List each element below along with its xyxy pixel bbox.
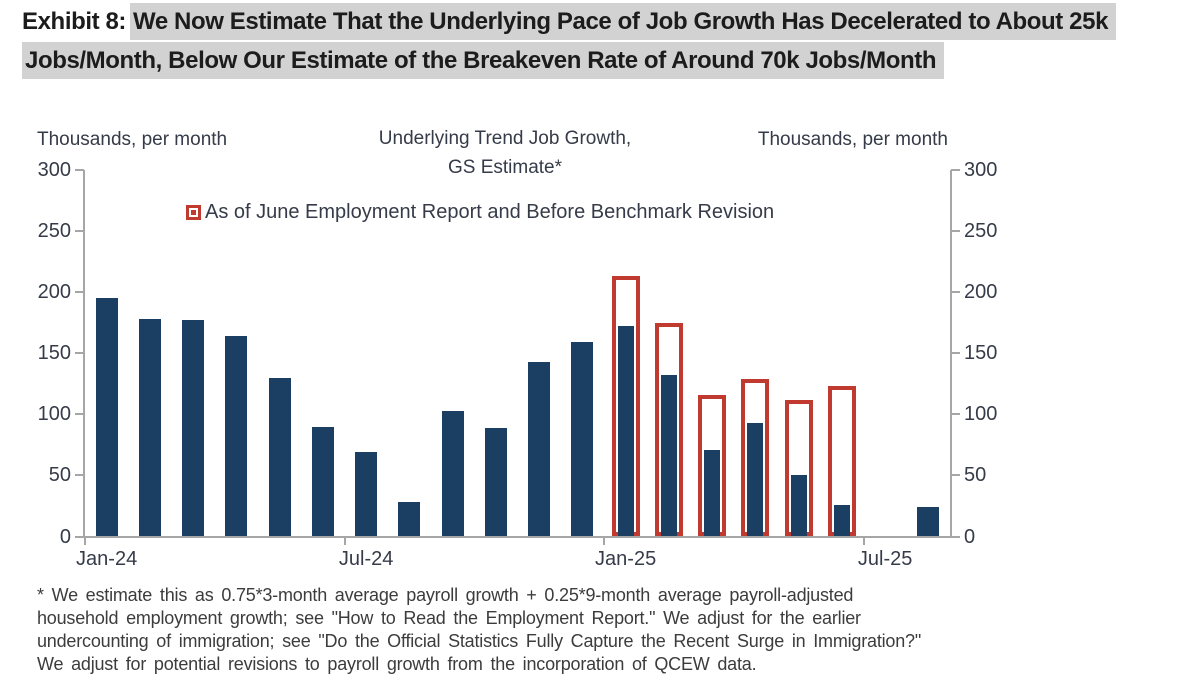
y-tick-right-50 xyxy=(951,474,960,477)
bar-Apr-24 xyxy=(225,336,248,537)
bar-Nov-24 xyxy=(528,361,551,537)
bar-Aug-24 xyxy=(398,502,421,537)
y-tick-left-100 xyxy=(75,413,84,416)
x-label-Jan-25: Jan-25 xyxy=(595,547,657,570)
y-tick-right-0 xyxy=(951,535,960,538)
y-tick-left-200 xyxy=(75,291,84,294)
y-label-right-150: 150 xyxy=(964,342,998,365)
bar-May-25 xyxy=(790,475,807,537)
headline-row-1: Exhibit 8: We Now Estimate That the Under… xyxy=(22,2,1200,41)
footnote-line-4: We adjust for potential revisions to pay… xyxy=(37,654,757,674)
y-tick-right-150 xyxy=(951,352,960,355)
x-tick-Jan-25 xyxy=(603,536,605,545)
bar-Mar-24 xyxy=(182,320,205,537)
y-tick-left-0 xyxy=(75,535,84,538)
legend-outline-marker xyxy=(186,205,201,220)
y-label-left-150: 150 xyxy=(37,342,71,365)
bar-Dec-24 xyxy=(571,342,594,537)
bar-Jan-25 xyxy=(617,326,634,537)
y-label-left-50: 50 xyxy=(48,464,71,487)
y-tick-right-200 xyxy=(951,291,960,294)
y-label-right-250: 250 xyxy=(964,220,998,243)
y-axis-right xyxy=(949,170,952,537)
y-label-right-0: 0 xyxy=(964,525,976,548)
bar-Jul-24 xyxy=(355,452,378,537)
bar-Aug-25 xyxy=(917,507,940,537)
headline-line1: We Now Estimate That the Underlying Pace… xyxy=(130,3,1117,40)
chart-title: Underlying Trend Job Growth, GS Estimate… xyxy=(275,124,735,182)
y-label-left-250: 250 xyxy=(37,220,71,243)
x-tick-Jan-24 xyxy=(84,536,86,545)
footnote-line-2: household employment growth; see "How to… xyxy=(37,608,861,628)
exhibit-header: Exhibit 8: We Now Estimate That the Under… xyxy=(22,2,1200,80)
legend-label: As of June Employment Report and Before … xyxy=(205,201,775,223)
y-tick-right-250 xyxy=(951,230,960,233)
y-tick-left-150 xyxy=(75,352,84,355)
y-label-left-300: 300 xyxy=(37,159,71,181)
chart-title-line1: Underlying Trend Job Growth, xyxy=(378,128,632,149)
bar-Feb-25 xyxy=(660,375,677,537)
footnote-line-1: * We estimate this as 0.75*3-month avera… xyxy=(37,585,854,605)
x-axis xyxy=(83,535,952,538)
y-tick-right-100 xyxy=(951,413,960,416)
y-tick-left-50 xyxy=(75,474,84,477)
bar-Mar-25 xyxy=(704,449,721,537)
bar-Sep-24 xyxy=(441,410,464,537)
headline-row-2: Jobs/Month, Below Our Estimate of the Br… xyxy=(22,41,1200,80)
y-tick-left-300 xyxy=(75,169,84,171)
exhibit-label: Exhibit 8: xyxy=(22,8,127,35)
x-tick-Jul-25 xyxy=(862,536,865,545)
y-axis-left xyxy=(83,170,85,537)
chart-title-line2: GS Estimate* xyxy=(447,157,563,178)
y-label-right-300: 300 xyxy=(964,159,998,181)
x-label-Jul-25: Jul-25 xyxy=(857,547,913,570)
legend-marker-dot xyxy=(191,210,196,215)
y-label-left-200: 200 xyxy=(37,281,71,304)
bar-Apr-25 xyxy=(747,422,764,537)
y-label-right-50: 50 xyxy=(964,464,987,487)
y-tick-right-300 xyxy=(951,169,960,171)
x-label-Jul-24: Jul-24 xyxy=(338,547,394,570)
footnote: * We estimate this as 0.75*3-month avera… xyxy=(37,584,1157,676)
bar-May-24 xyxy=(268,377,291,537)
chart-legend: As of June Employment Report and Before … xyxy=(186,201,774,224)
y-tick-left-250 xyxy=(75,230,84,233)
y-label-left-100: 100 xyxy=(37,403,71,426)
left-axis-title: Thousands, per month xyxy=(37,129,228,150)
bar-Feb-24 xyxy=(138,319,161,537)
x-label-Jan-24: Jan-24 xyxy=(76,547,138,570)
headline-line2: Jobs/Month, Below Our Estimate of the Br… xyxy=(22,42,945,79)
bar-Jan-24 xyxy=(95,298,118,537)
bar-Oct-24 xyxy=(484,427,507,537)
right-axis-title: Thousands, per month xyxy=(757,129,948,150)
y-label-right-100: 100 xyxy=(964,403,998,426)
y-label-left-0: 0 xyxy=(59,525,71,548)
bar-Jun-25 xyxy=(833,504,850,537)
x-tick-Jul-24 xyxy=(343,536,346,545)
bar-Jun-24 xyxy=(311,426,334,537)
footnote-line-3: undercounting of immigration; see "Do th… xyxy=(37,631,922,651)
y-label-right-200: 200 xyxy=(964,281,998,304)
